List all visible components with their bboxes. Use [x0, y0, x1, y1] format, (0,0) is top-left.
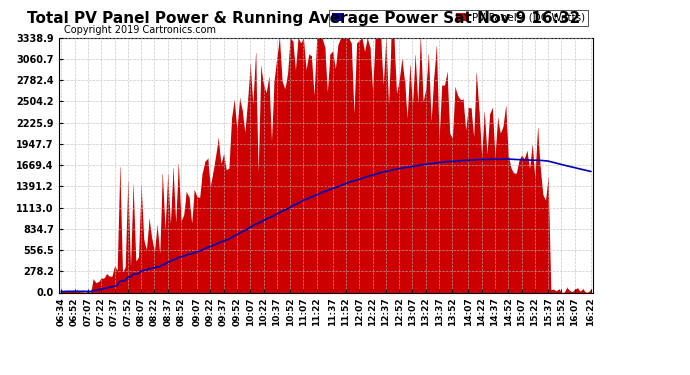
Legend: Average  (DC Watts), PV Panels  (DC Watts): Average (DC Watts), PV Panels (DC Watts): [329, 9, 588, 26]
Text: Total PV Panel Power & Running Average Power Sat Nov 9 16:32: Total PV Panel Power & Running Average P…: [27, 11, 580, 26]
Text: Copyright 2019 Cartronics.com: Copyright 2019 Cartronics.com: [64, 25, 216, 35]
